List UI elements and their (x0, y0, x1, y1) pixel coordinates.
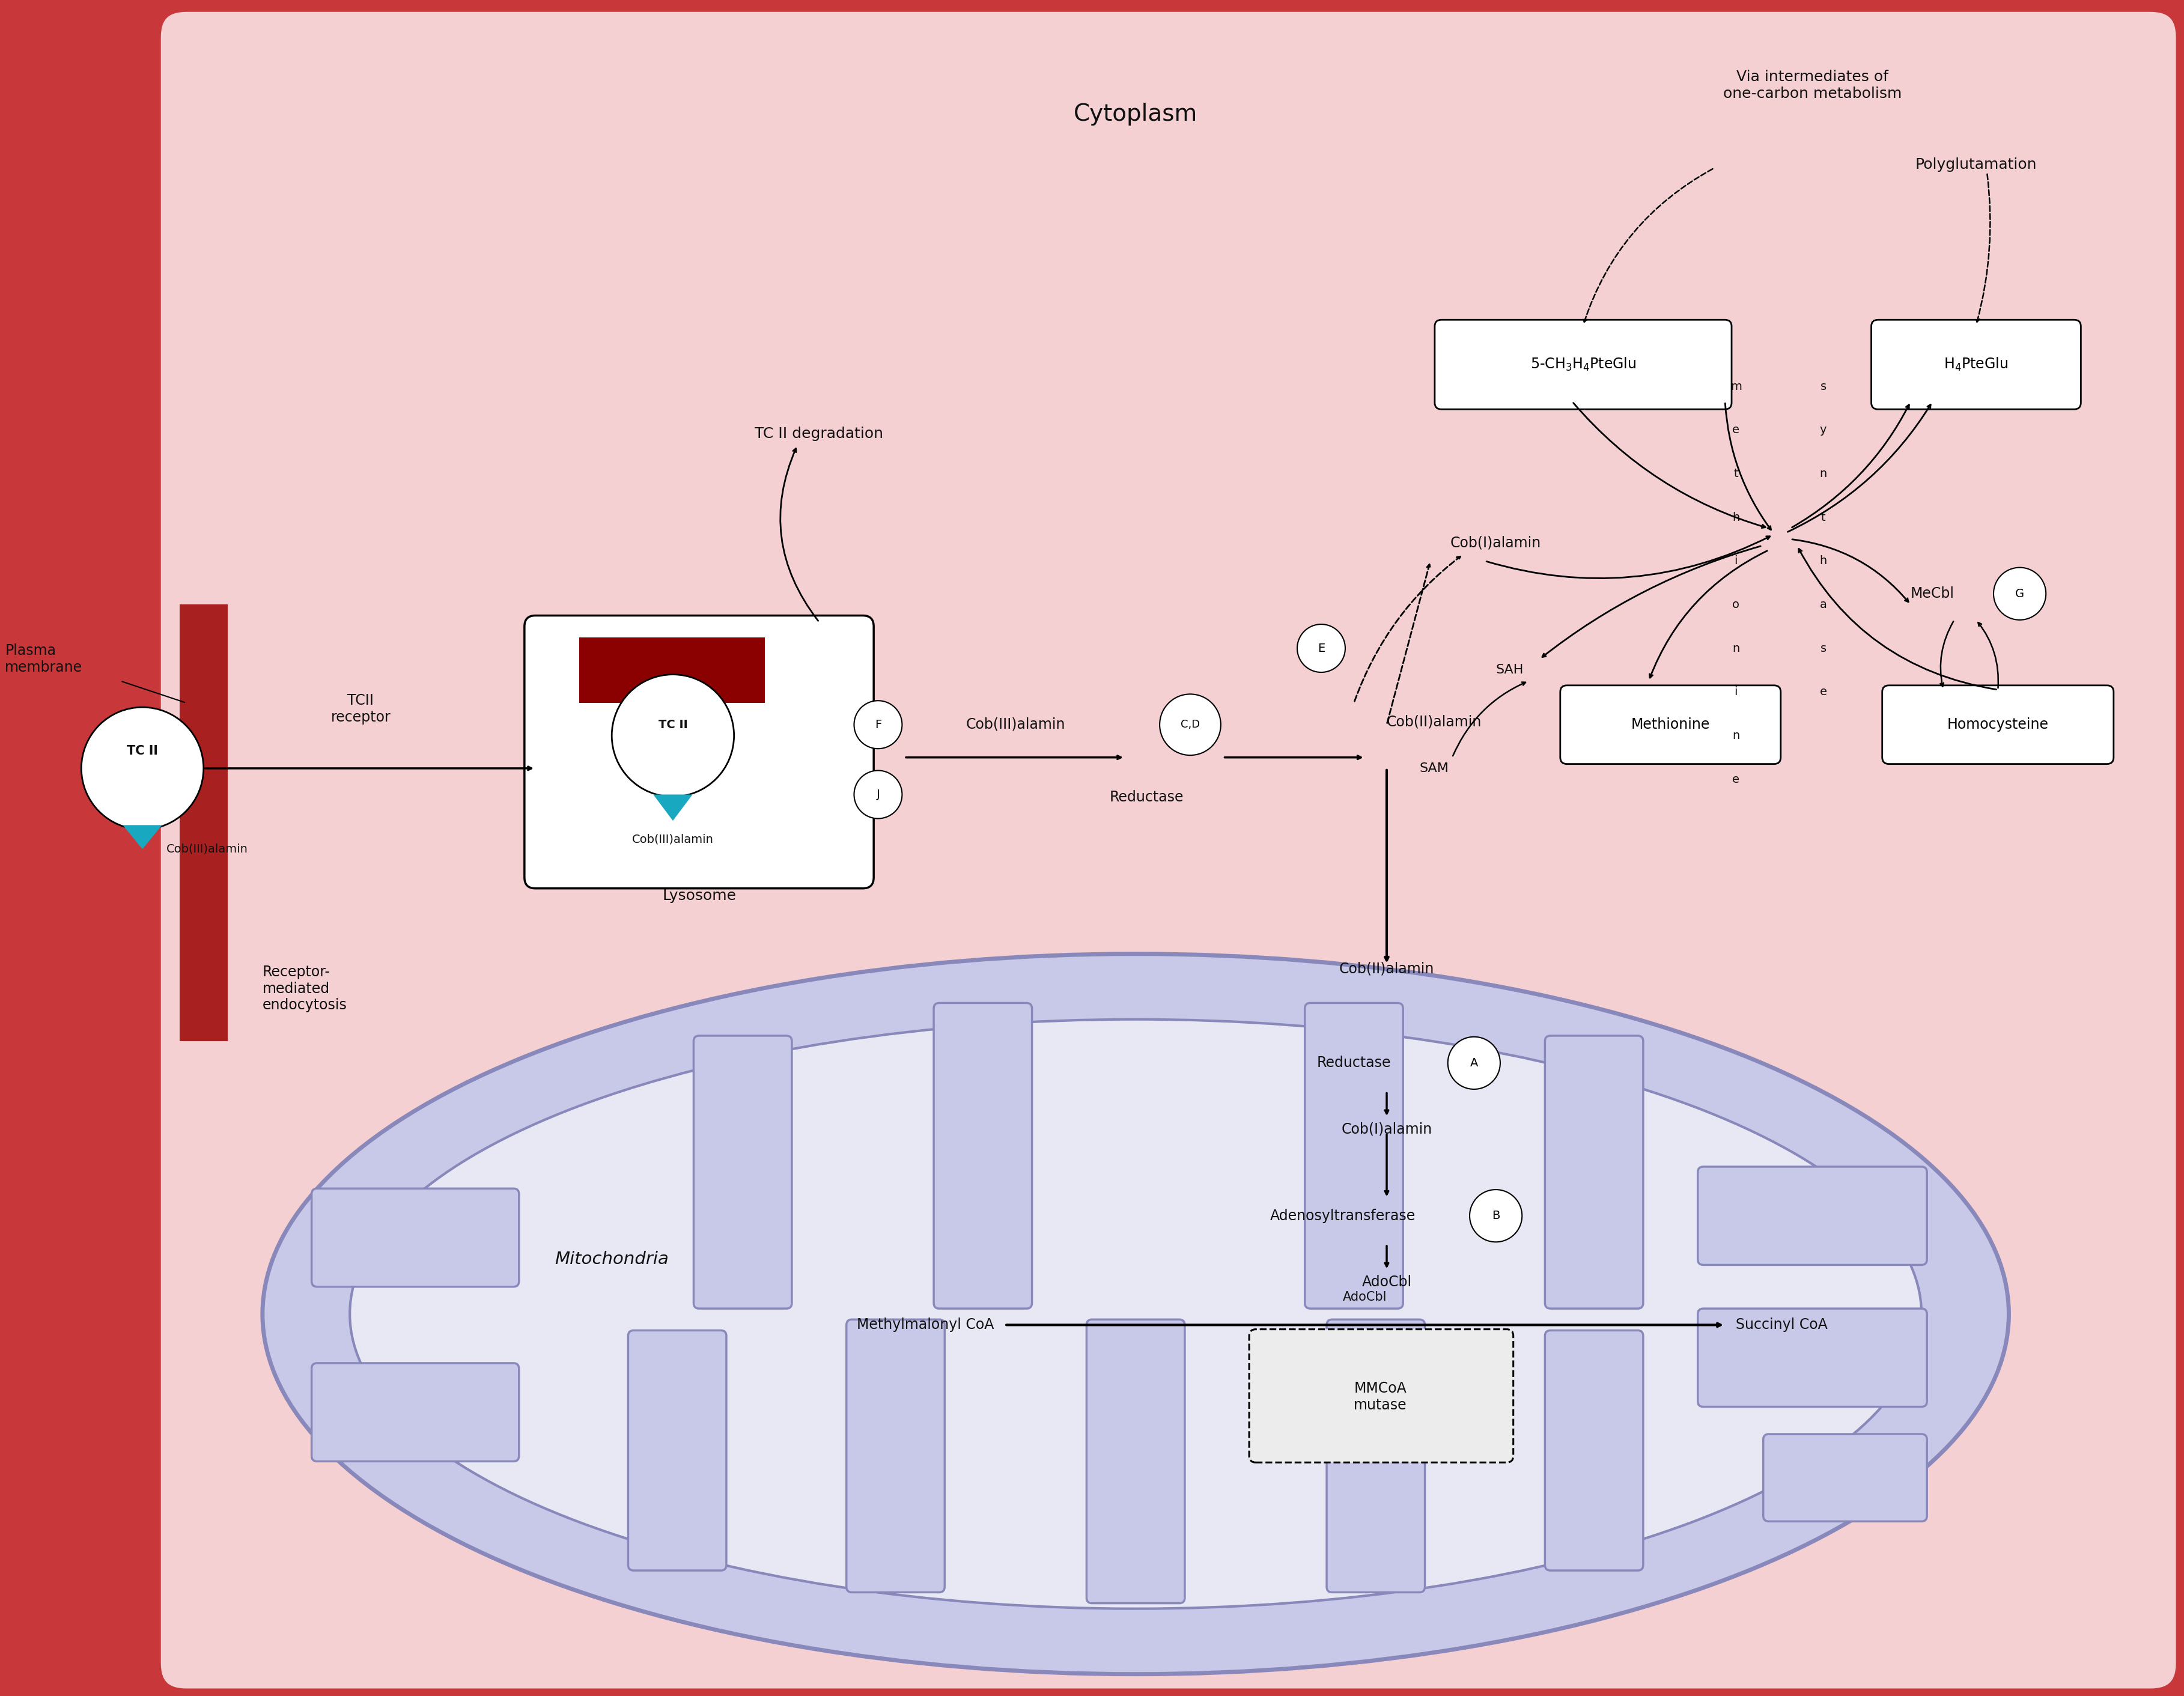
Text: Cob(III)alamin: Cob(III)alamin (166, 843, 249, 855)
Text: s: s (1819, 380, 1826, 392)
FancyBboxPatch shape (1559, 685, 1780, 763)
Text: Via intermediates of
one-carbon metabolism: Via intermediates of one-carbon metaboli… (1723, 70, 1902, 102)
Text: Lysosome: Lysosome (662, 889, 736, 902)
FancyBboxPatch shape (935, 1002, 1033, 1309)
FancyBboxPatch shape (1872, 321, 2081, 409)
FancyBboxPatch shape (1762, 1435, 1926, 1521)
Text: e: e (1819, 687, 1826, 697)
FancyBboxPatch shape (1326, 1319, 1424, 1593)
Text: TC II: TC II (657, 719, 688, 731)
Text: TC II: TC II (127, 745, 157, 756)
Text: G: G (2016, 589, 2025, 599)
FancyBboxPatch shape (1544, 1330, 1642, 1570)
Text: SAH: SAH (1496, 665, 1524, 677)
Text: TCII
receptor: TCII receptor (330, 694, 391, 724)
Text: Receptor-
mediated
endocytosis: Receptor- mediated endocytosis (262, 965, 347, 1013)
FancyBboxPatch shape (847, 1319, 946, 1593)
Text: AdoCbl: AdoCbl (1361, 1275, 1411, 1289)
Text: t: t (1734, 468, 1738, 480)
FancyBboxPatch shape (524, 616, 874, 889)
Text: F: F (876, 719, 882, 731)
FancyBboxPatch shape (695, 1036, 793, 1309)
Text: Polyglutamation: Polyglutamation (1915, 158, 2038, 171)
Bar (579, 638, 764, 702)
FancyBboxPatch shape (1697, 1309, 1926, 1406)
Text: m: m (1730, 380, 1741, 392)
FancyBboxPatch shape (1435, 321, 1732, 409)
Circle shape (854, 770, 902, 819)
Text: Cob(II)alamin: Cob(II)alamin (1387, 714, 1483, 729)
Text: A: A (1470, 1057, 1479, 1068)
Text: Methionine: Methionine (1631, 717, 1710, 733)
Text: h: h (1732, 512, 1741, 522)
Ellipse shape (349, 1019, 1922, 1610)
Text: Cob(II)alamin: Cob(II)alamin (1339, 962, 1435, 975)
Circle shape (854, 700, 902, 748)
Polygon shape (122, 824, 162, 850)
Text: a: a (1819, 599, 1826, 611)
Text: Adenosyltransferase: Adenosyltransferase (1271, 1209, 1415, 1223)
Text: e: e (1732, 424, 1741, 436)
Circle shape (612, 675, 734, 797)
Text: s: s (1819, 643, 1826, 655)
Text: Plasma
membrane: Plasma membrane (4, 643, 83, 675)
FancyBboxPatch shape (629, 1330, 727, 1570)
FancyBboxPatch shape (1697, 1167, 1926, 1265)
Text: i: i (1734, 687, 1738, 697)
Text: MMCoA
mutase: MMCoA mutase (1354, 1382, 1406, 1413)
Text: E: E (1317, 643, 1326, 655)
FancyBboxPatch shape (312, 1364, 520, 1462)
Circle shape (1994, 568, 2046, 621)
Text: Mitochondria: Mitochondria (555, 1252, 668, 1269)
Text: Cob(III)alamin: Cob(III)alamin (965, 717, 1066, 731)
Text: Reductase: Reductase (1317, 1057, 1391, 1070)
FancyBboxPatch shape (1883, 685, 2114, 763)
Text: n: n (1732, 643, 1741, 655)
Circle shape (1448, 1036, 1500, 1089)
Text: J: J (876, 789, 880, 801)
Text: n: n (1732, 729, 1741, 741)
Text: y: y (1819, 424, 1826, 436)
FancyBboxPatch shape (1544, 1036, 1642, 1309)
Text: h: h (1819, 555, 1828, 566)
Text: MeCbl: MeCbl (1911, 587, 1955, 600)
Text: SAM: SAM (1420, 762, 1448, 775)
FancyBboxPatch shape (1304, 1002, 1402, 1309)
Text: Homocysteine: Homocysteine (1948, 717, 2049, 733)
Text: Reductase: Reductase (1109, 790, 1184, 804)
Text: Methylmalonyl CoA: Methylmalonyl CoA (856, 1318, 994, 1331)
FancyBboxPatch shape (312, 1189, 520, 1287)
Text: Cytoplasm: Cytoplasm (1075, 102, 1197, 126)
Text: Cob(I)alamin: Cob(I)alamin (1450, 536, 1542, 550)
Text: n: n (1819, 468, 1828, 480)
Text: e: e (1732, 773, 1741, 785)
Text: Succinyl CoA: Succinyl CoA (1736, 1318, 1828, 1331)
Circle shape (1470, 1189, 1522, 1241)
Bar (179, 604, 227, 1041)
Text: AdoCbl: AdoCbl (1343, 1291, 1387, 1303)
Circle shape (1297, 624, 1345, 672)
Text: H$_4$PteGlu: H$_4$PteGlu (1944, 356, 2009, 373)
Text: C,D: C,D (1182, 719, 1199, 729)
Text: o: o (1732, 599, 1741, 611)
Text: TC II degradation: TC II degradation (756, 426, 882, 441)
Text: Cob(III)alamin: Cob(III)alamin (631, 834, 714, 845)
Ellipse shape (262, 953, 2009, 1674)
FancyBboxPatch shape (1249, 1330, 1514, 1462)
FancyBboxPatch shape (153, 5, 2184, 1696)
Text: i: i (1734, 555, 1738, 566)
Circle shape (1160, 694, 1221, 755)
Text: Cob(I)alamin: Cob(I)alamin (1341, 1123, 1433, 1136)
Polygon shape (653, 794, 692, 821)
Text: B: B (1492, 1209, 1500, 1221)
Circle shape (81, 707, 203, 829)
Text: t: t (1821, 512, 1826, 522)
FancyBboxPatch shape (1088, 1319, 1184, 1603)
Text: 5-CH$_3$H$_4$PteGlu: 5-CH$_3$H$_4$PteGlu (1531, 356, 1636, 373)
